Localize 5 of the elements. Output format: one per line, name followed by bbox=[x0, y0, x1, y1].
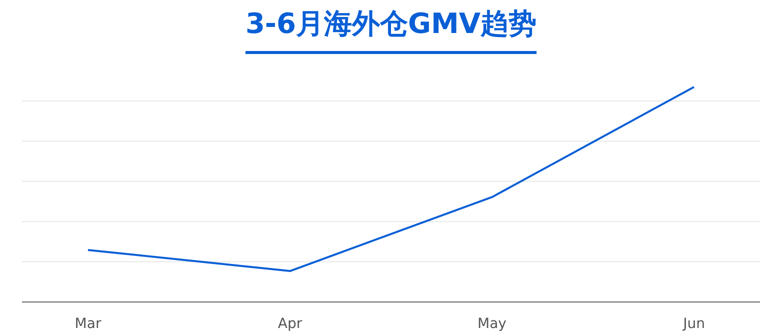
x-tick-label: May bbox=[478, 316, 506, 332]
x-tick-label: Apr bbox=[278, 316, 302, 332]
x-tick-label: Mar bbox=[74, 316, 102, 332]
chart-title: 3-6月海外仓GMV趋势 bbox=[245, 7, 537, 40]
x-tick-label: Jun bbox=[682, 316, 705, 332]
